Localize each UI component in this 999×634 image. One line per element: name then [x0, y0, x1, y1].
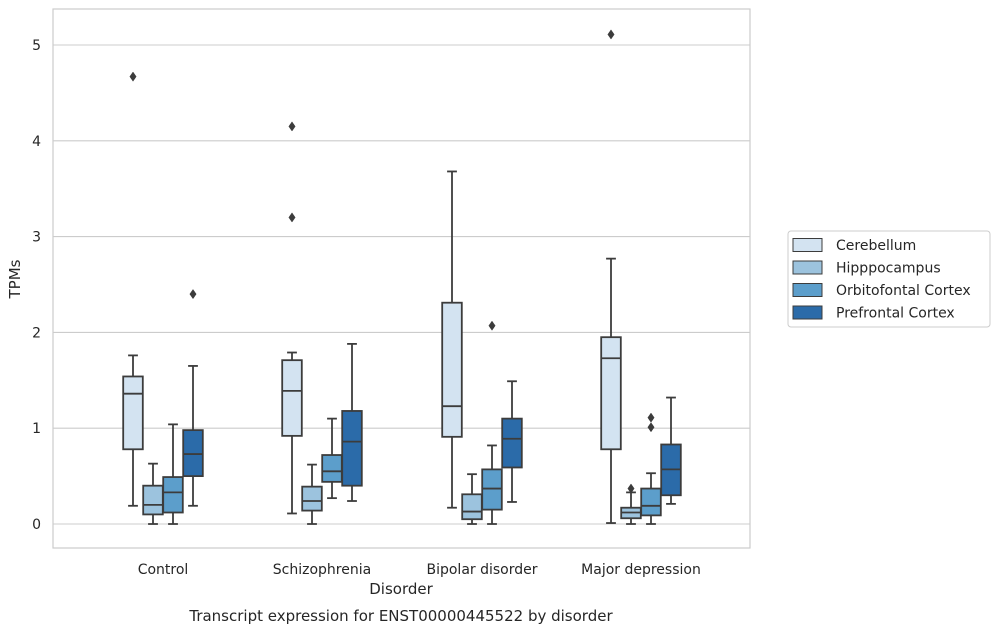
box-0-0 — [122, 71, 144, 507]
box-iqr — [640, 487, 662, 517]
legend-swatch — [792, 238, 823, 252]
box-0-1 — [142, 462, 164, 525]
box-1-0 — [281, 121, 303, 515]
box-iqr — [182, 429, 204, 477]
box-iqr — [481, 468, 503, 511]
legend-swatch — [792, 283, 823, 297]
box-1-3 — [341, 342, 363, 502]
box-iqr — [461, 493, 483, 521]
outlier-point — [488, 320, 496, 331]
legend-item: Orbitofontal Cortex — [792, 283, 971, 299]
legend-item: Prefrontal Cortex — [792, 305, 955, 322]
x-tick-label: Major depression — [581, 562, 701, 578]
outlier-point — [627, 483, 635, 494]
y-tick-label: 0 — [32, 517, 41, 533]
legend-item: Cerebellum — [792, 238, 916, 254]
box-iqr — [321, 454, 343, 483]
box-plot-series — [122, 29, 682, 525]
legend-item: Hipppocampus — [792, 260, 941, 277]
legend-label: Prefrontal Cortex — [836, 306, 955, 322]
box-0-3 — [182, 289, 204, 507]
x-tick-label: Control — [138, 562, 189, 578]
box-iqr — [162, 476, 184, 514]
box-2-0 — [441, 170, 463, 509]
box-3-3 — [660, 396, 682, 505]
box-1-1 — [301, 463, 323, 525]
box-iqr — [142, 484, 164, 516]
box-0-2 — [162, 423, 184, 525]
box-3-1 — [620, 483, 642, 525]
box-iqr — [281, 359, 303, 437]
chart-caption: Transcript expression for ENST0000044552… — [188, 607, 613, 625]
outlier-point — [288, 121, 296, 132]
box-2-2 — [481, 320, 503, 525]
box-iqr — [122, 375, 144, 451]
box-iqr — [341, 410, 363, 487]
x-tick-label: Bipolar disorder — [426, 562, 537, 578]
outlier-point — [189, 289, 197, 300]
box-iqr — [301, 485, 323, 512]
y-tick-label: 4 — [32, 134, 41, 150]
y-axis-ticks: 0 1 2 3 4 5 — [32, 38, 41, 533]
y-axis-label: TPMs — [6, 259, 24, 299]
y-tick-label: 5 — [32, 38, 41, 54]
legend-label: Cerebellum — [836, 238, 916, 254]
legend-label: Hipppocampus — [836, 261, 941, 277]
x-axis-label: Disorder — [369, 580, 433, 598]
legend-swatch — [792, 260, 823, 275]
outlier-point — [647, 412, 655, 423]
box-3-0 — [600, 29, 622, 524]
y-tick-label: 2 — [32, 325, 41, 341]
box-2-3 — [501, 380, 523, 503]
outlier-point — [288, 212, 296, 223]
box-iqr — [441, 301, 463, 438]
x-axis-ticks: Control Schizophrenia Bipolar disorder Majo… — [138, 562, 701, 578]
box-3-2 — [640, 412, 662, 525]
box-iqr — [600, 336, 622, 451]
box-iqr — [501, 417, 523, 469]
legend-label: Orbitofontal Cortex — [836, 283, 971, 299]
legend-frame — [787, 230, 991, 328]
y-tick-label: 3 — [32, 230, 41, 246]
grid-lines — [53, 44, 750, 525]
outlier-point — [129, 71, 137, 82]
y-tick-label: 1 — [32, 421, 41, 437]
box-2-1 — [461, 473, 483, 525]
plot-frame — [52, 8, 751, 549]
x-tick-label: Schizophrenia — [273, 562, 371, 578]
outlier-point — [647, 422, 655, 433]
outlier-point — [607, 29, 615, 40]
legend: Cerebellum Hipppocampus Orbitofontal Corte… — [787, 230, 991, 328]
box-1-2 — [321, 417, 343, 500]
legend-swatch — [792, 305, 823, 320]
